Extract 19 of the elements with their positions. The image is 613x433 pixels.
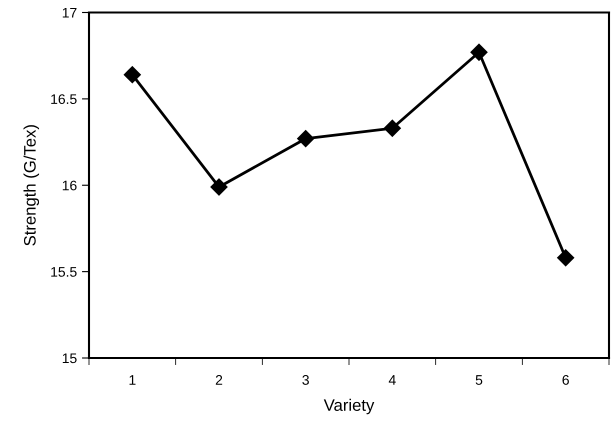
y-tick-label: 15.5 [51, 267, 77, 277]
x-tick-label: 3 [302, 375, 309, 385]
x-tick-label: 1 [130, 375, 136, 385]
y-tick-label: 16.5 [51, 94, 77, 104]
point [384, 120, 401, 137]
point [470, 44, 488, 61]
y-tick-label: 16 [62, 180, 77, 190]
point [210, 178, 228, 196]
x-axis-title: Variety [324, 398, 374, 414]
y-tick-label: 15 [62, 353, 77, 364]
x-tick-label: 4 [388, 375, 396, 385]
y-tick-label: 17 [62, 8, 76, 18]
point [297, 130, 314, 148]
point [557, 249, 574, 266]
x-tick-label: 6 [562, 375, 569, 385]
x-tick-label: 2 [216, 375, 222, 385]
y-axis-title: Strength (G/Tex) [24, 125, 40, 246]
x-tick-label: 5 [476, 375, 482, 385]
point [124, 66, 141, 84]
